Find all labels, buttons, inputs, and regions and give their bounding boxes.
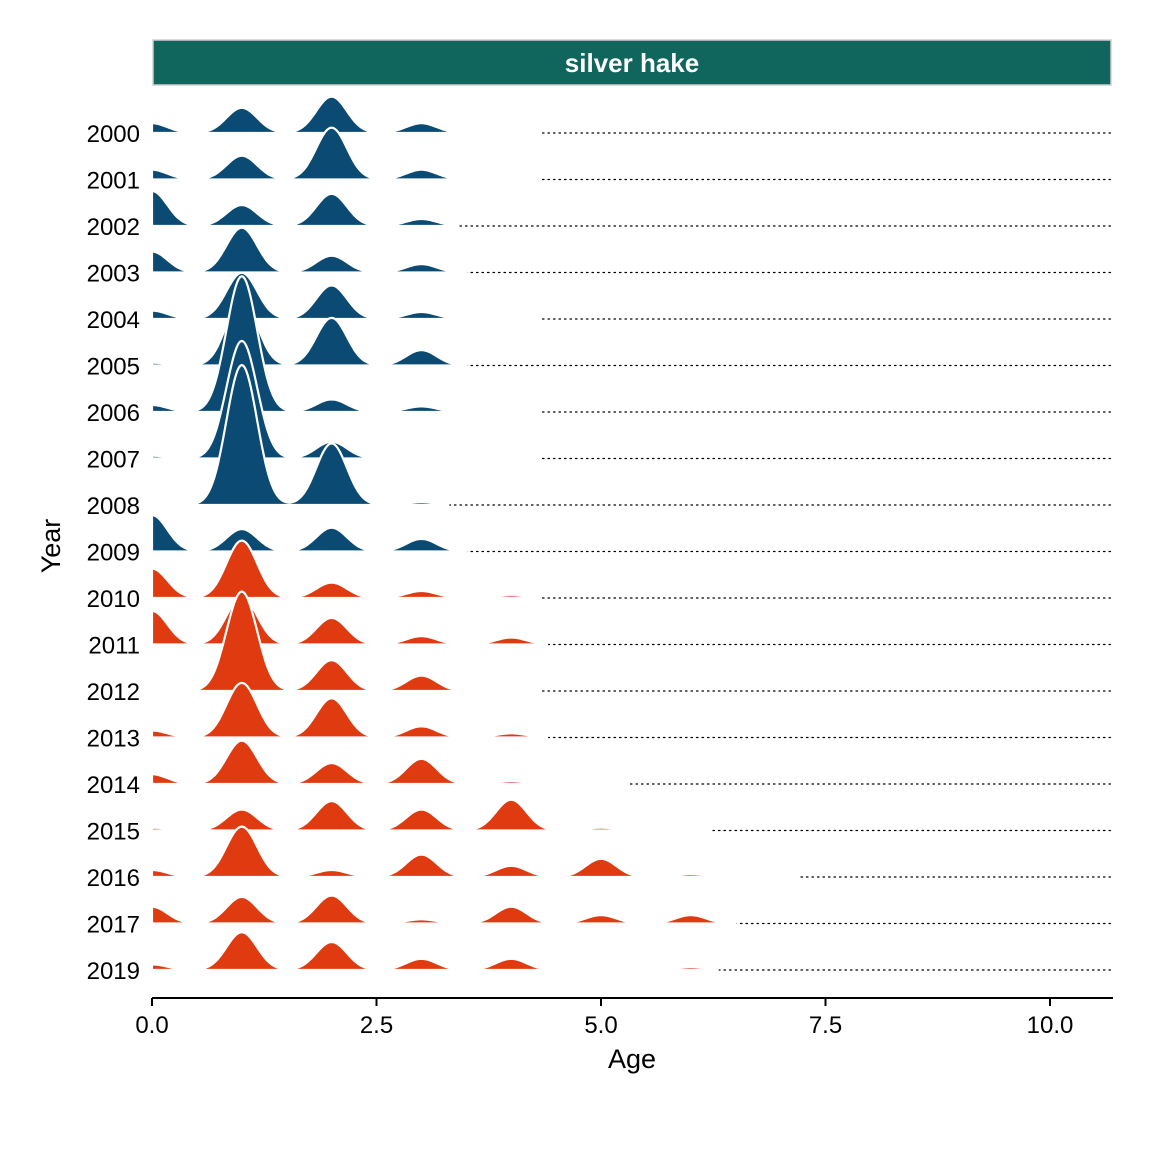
x-tick-label: 2.5: [360, 1012, 393, 1039]
facet-strip-title: silver hake: [565, 48, 699, 78]
y-tick-label-2001: 2001: [87, 168, 140, 195]
y-tick-label-2016: 2016: [87, 865, 140, 892]
x-axis-title: Age: [608, 1044, 656, 1074]
x-tick-label: 7.5: [809, 1012, 842, 1039]
ridge-density-2000: [150, 95, 540, 135]
y-tick-label-2017: 2017: [87, 912, 140, 939]
ridge-density-2013: [150, 681, 549, 739]
facet-strip: [152, 39, 1112, 86]
x-axis-ticks: 0.0 2.5 5.0 7.5 10.0: [135, 998, 1073, 1039]
y-tick-label-2019: 2019: [87, 958, 140, 985]
ridge-density-2016: [150, 825, 800, 879]
y-tick-label-2004: 2004: [87, 307, 140, 334]
y-tick-label-2014: 2014: [87, 772, 140, 799]
ridge-density-2017: [150, 894, 737, 925]
ridges-group: [150, 95, 1114, 972]
x-tick-label: 10.0: [1027, 1012, 1074, 1039]
y-tick-label-2009: 2009: [87, 540, 140, 567]
y-tick-label-2008: 2008: [87, 493, 140, 520]
y-tick-label-2015: 2015: [87, 819, 140, 846]
y-tick-label-2002: 2002: [87, 214, 140, 241]
y-tick-label-2011: 2011: [88, 633, 140, 660]
ridge-density-2001: [150, 126, 540, 181]
ridge-density-2015: [150, 798, 710, 832]
ridge-density-2019: [150, 931, 719, 972]
y-tick-label-2000: 2000: [87, 121, 140, 148]
y-tick-label-2005: 2005: [87, 354, 140, 381]
y-tick-labels: 2000 2001 2002 2003 2004 2005 2006 2007 2008 2009…: [87, 121, 140, 985]
ridge-density-2002: [150, 189, 459, 228]
ridge-density-2003: [150, 226, 468, 274]
x-tick-label: 5.0: [584, 1012, 617, 1039]
y-tick-label-2013: 2013: [87, 726, 140, 753]
y-tick-label-2006: 2006: [87, 400, 140, 427]
y-tick-label-2007: 2007: [87, 447, 140, 474]
y-tick-label-2003: 2003: [87, 261, 140, 288]
ridge-density-2010: [150, 539, 540, 600]
y-tick-label-2010: 2010: [87, 586, 140, 613]
y-axis-title: Year: [36, 519, 66, 574]
y-tick-label-2012: 2012: [87, 679, 140, 706]
ridge-density-2008: [150, 363, 450, 507]
ridge-density-2014: [150, 739, 629, 786]
x-tick-label: 0.0: [135, 1012, 168, 1039]
ridge-density-2012: [150, 590, 540, 693]
ridge-density-2009: [150, 514, 468, 553]
